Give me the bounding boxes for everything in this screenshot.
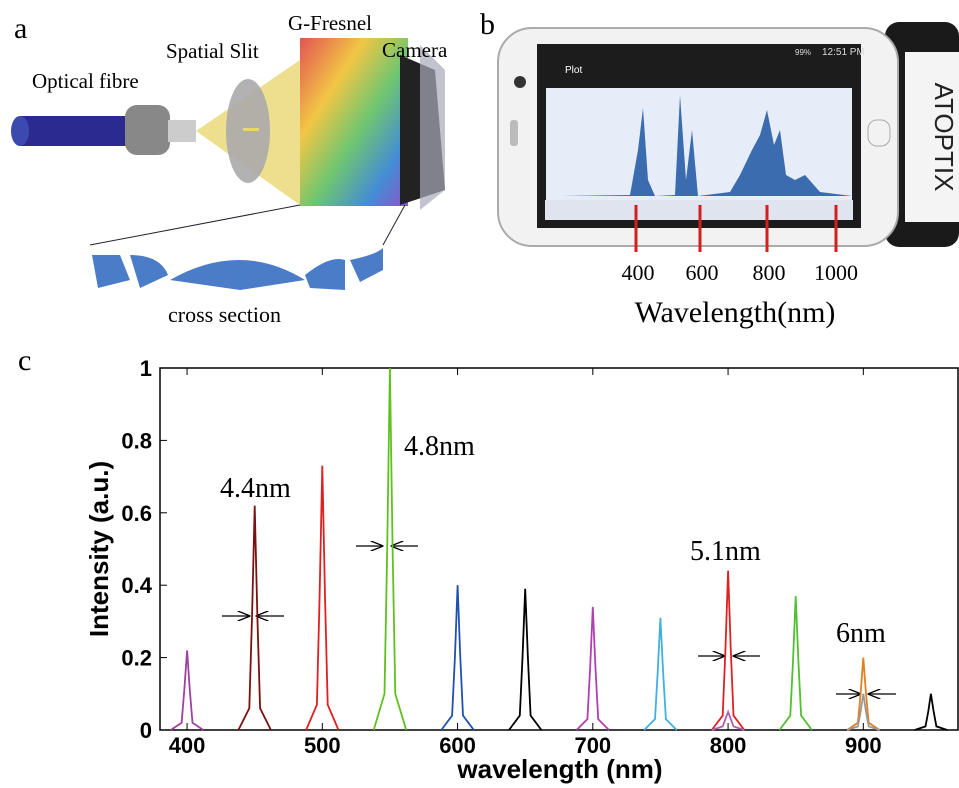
g-fresnel bbox=[300, 38, 408, 206]
camera-side bbox=[420, 45, 445, 210]
y-tick-label: 0 bbox=[140, 718, 152, 743]
spectrum-line bbox=[237, 505, 272, 731]
y-tick-label: 0.2 bbox=[121, 646, 152, 671]
spectrum-line bbox=[440, 585, 475, 731]
label: Optical fibre bbox=[32, 69, 139, 93]
annotation: 4.8nm bbox=[404, 431, 475, 462]
x-tick-label: 600 bbox=[439, 733, 476, 758]
annotation: 6nm bbox=[836, 618, 886, 649]
wavelength-label: 800 bbox=[753, 260, 786, 285]
x-tick-label: 500 bbox=[304, 733, 341, 758]
slit-opening bbox=[243, 128, 259, 131]
y-tick-label: 0.6 bbox=[121, 501, 152, 526]
label: Spatial Slit bbox=[166, 39, 259, 63]
wavelength-label: 600 bbox=[686, 260, 719, 285]
device-label bbox=[905, 52, 959, 222]
screen-spectrum bbox=[560, 95, 852, 196]
panel-b: b ATOPTIX Plot 12:51 PM 99% 400 600 800 … bbox=[480, 8, 959, 329]
cross-section bbox=[92, 248, 383, 290]
camera-dot bbox=[514, 76, 526, 88]
label: Camera bbox=[382, 38, 448, 62]
app-title: Plot bbox=[565, 65, 582, 76]
y-axis-label: Intensity (a.u.) bbox=[84, 461, 114, 637]
fwhm-arrows bbox=[222, 546, 896, 694]
label: G-Fresnel bbox=[288, 11, 372, 35]
y-tick-label: 0.4 bbox=[121, 573, 152, 598]
spectrum-line bbox=[643, 617, 678, 731]
home-button bbox=[867, 119, 891, 147]
annotation: 5.1nm bbox=[690, 536, 761, 567]
panel-label: b bbox=[480, 8, 495, 41]
connector bbox=[125, 105, 170, 155]
spectrum-line bbox=[778, 596, 813, 731]
spectrum-line bbox=[305, 465, 340, 731]
y-tick-label: 0.8 bbox=[121, 428, 152, 453]
clock: 12:51 PM bbox=[822, 47, 865, 58]
spectrum-line bbox=[575, 606, 610, 731]
spectrum-line bbox=[372, 367, 408, 731]
spectrum-line bbox=[711, 709, 745, 731]
spectrum-line bbox=[508, 588, 543, 731]
wavelength-label: 1000 bbox=[814, 260, 858, 285]
plot-frame bbox=[159, 367, 959, 731]
wavelength-label: 400 bbox=[622, 260, 655, 285]
speaker bbox=[510, 120, 518, 146]
fibre bbox=[20, 116, 140, 146]
x-tick-label: 700 bbox=[574, 733, 611, 758]
x-tick-label: 900 bbox=[845, 733, 882, 758]
panel-label: a bbox=[14, 12, 27, 45]
brand: ATOPTIX bbox=[929, 83, 959, 192]
axis-label: Wavelength(nm) bbox=[635, 296, 836, 329]
panel-label: c bbox=[18, 344, 31, 377]
spectrum-line bbox=[846, 693, 880, 731]
panel-a: a Optical fibre Spatial Slit G-Fresnel C… bbox=[11, 11, 448, 327]
spectrum-line bbox=[170, 650, 204, 731]
spectrum-line bbox=[914, 693, 948, 731]
spectrum-line bbox=[711, 570, 746, 731]
x-axis-label: wavelength (nm) bbox=[456, 754, 662, 784]
panel-c: c wavelength (nm) Intensity (a.u.) 4.4nm… bbox=[18, 344, 959, 784]
annotation: 4.4nm bbox=[220, 473, 291, 504]
fibre-end bbox=[11, 116, 29, 146]
y-tick-label: 1 bbox=[140, 356, 152, 381]
label: cross section bbox=[168, 302, 281, 327]
x-tick-label: 400 bbox=[169, 733, 206, 758]
leader bbox=[382, 204, 406, 246]
connector-tip bbox=[168, 120, 196, 142]
x-tick-label: 800 bbox=[710, 733, 747, 758]
battery: 99% bbox=[795, 48, 811, 57]
leader bbox=[89, 204, 301, 246]
